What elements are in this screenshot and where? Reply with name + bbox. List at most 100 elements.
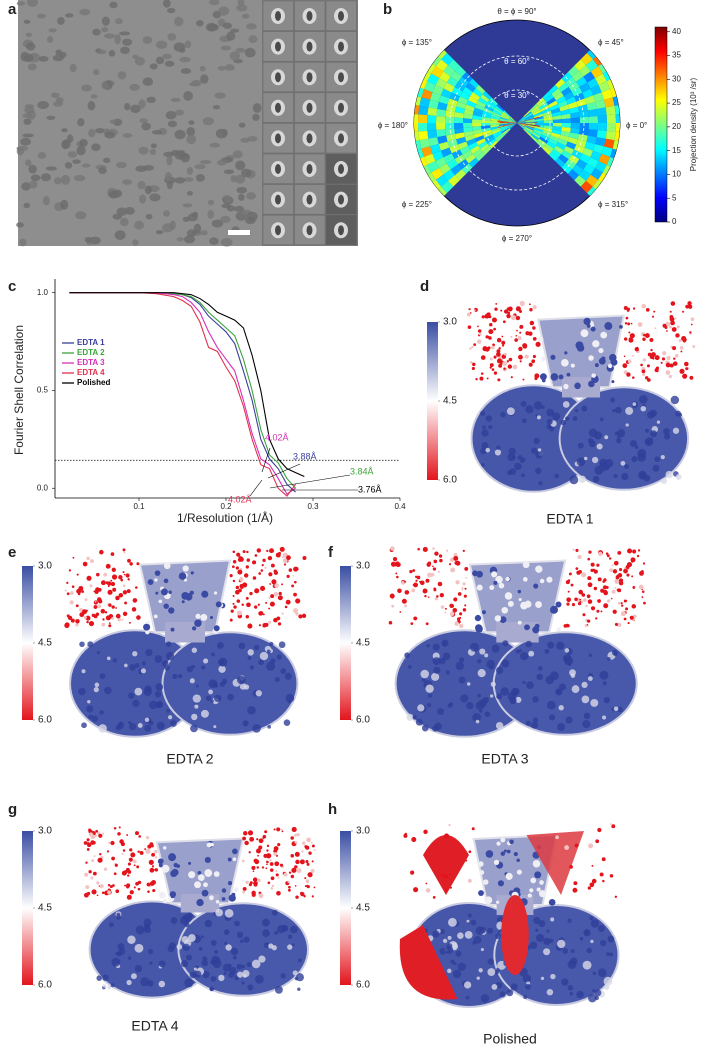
map-speckle bbox=[597, 551, 603, 556]
map-speckle bbox=[273, 828, 276, 831]
map-texture bbox=[594, 995, 599, 1001]
map-texture bbox=[660, 455, 665, 460]
density-cell bbox=[480, 94, 490, 103]
map-edge bbox=[501, 895, 529, 975]
map-speckle bbox=[276, 827, 281, 832]
particle bbox=[224, 195, 232, 203]
density-cell bbox=[567, 65, 580, 77]
map-speckle bbox=[413, 582, 418, 588]
map-speckle bbox=[510, 376, 513, 379]
map-speckle bbox=[649, 338, 654, 342]
map-texture bbox=[588, 428, 598, 438]
map-texture bbox=[486, 659, 496, 669]
map-texture bbox=[168, 607, 175, 614]
annotation: 3.76Å bbox=[358, 484, 382, 494]
panel-letter: a bbox=[8, 1, 17, 18]
map-texture bbox=[617, 706, 623, 713]
density-cell bbox=[615, 123, 620, 133]
map-speckle bbox=[311, 860, 314, 863]
annotation-pointer bbox=[269, 474, 351, 489]
particle bbox=[195, 173, 205, 182]
map-texture bbox=[450, 959, 455, 964]
density-cell bbox=[517, 123, 526, 127]
map-texture bbox=[580, 330, 587, 336]
class-particle-core bbox=[306, 11, 313, 21]
density-cell bbox=[503, 110, 511, 118]
map-texture bbox=[485, 447, 491, 453]
particle bbox=[79, 138, 88, 147]
map-texture bbox=[649, 409, 657, 417]
density-cell bbox=[472, 88, 483, 98]
map-texture bbox=[210, 940, 217, 946]
density-cell bbox=[475, 151, 486, 162]
map-speckle bbox=[112, 587, 117, 592]
density-cell bbox=[601, 89, 613, 100]
map-speckle bbox=[268, 620, 272, 624]
map-texture bbox=[501, 606, 509, 614]
map-texture bbox=[266, 661, 276, 671]
map-texture bbox=[664, 433, 671, 440]
map-texture bbox=[102, 984, 107, 988]
map-texture bbox=[672, 427, 680, 434]
map-texture bbox=[193, 967, 197, 971]
map-speckle bbox=[491, 368, 495, 371]
map-texture bbox=[550, 917, 555, 922]
map-speckle bbox=[129, 562, 133, 566]
map-texture bbox=[208, 689, 214, 695]
map-texture bbox=[274, 985, 283, 994]
map-texture bbox=[533, 437, 540, 444]
density-cell bbox=[541, 107, 551, 114]
map-texture bbox=[678, 413, 683, 417]
map-speckle bbox=[566, 602, 570, 606]
map-texture bbox=[181, 600, 185, 604]
map-speckle bbox=[575, 548, 579, 552]
density-cell bbox=[551, 148, 562, 158]
map-texture bbox=[162, 898, 168, 904]
map-speckle bbox=[118, 593, 124, 598]
map-speckle bbox=[685, 367, 689, 371]
density-cell bbox=[489, 97, 498, 106]
map-texture bbox=[548, 899, 556, 906]
map-texture bbox=[649, 437, 653, 442]
map-texture bbox=[255, 974, 264, 984]
particle bbox=[26, 42, 36, 51]
map-speckle bbox=[668, 374, 672, 379]
map-texture bbox=[663, 428, 670, 435]
map-texture bbox=[216, 641, 224, 649]
density-cell bbox=[465, 153, 476, 164]
map-texture bbox=[141, 661, 146, 666]
map-speckle bbox=[669, 325, 672, 329]
map-speckle bbox=[253, 881, 258, 886]
map-speckle bbox=[469, 347, 472, 350]
map-speckle bbox=[230, 609, 234, 613]
map-texture bbox=[201, 590, 209, 598]
density-cell bbox=[552, 119, 562, 123]
density-cell bbox=[574, 144, 585, 154]
map-speckle bbox=[94, 834, 98, 838]
map-speckle bbox=[101, 891, 105, 895]
map-texture bbox=[535, 450, 543, 459]
map-speckle bbox=[72, 556, 75, 559]
map-texture bbox=[572, 416, 578, 421]
map-texture bbox=[610, 397, 616, 403]
map-texture bbox=[532, 696, 539, 703]
density-cell bbox=[548, 151, 559, 162]
map-speckle bbox=[283, 872, 288, 877]
map-texture bbox=[589, 916, 594, 921]
density-cell bbox=[445, 110, 455, 118]
map-speckle bbox=[469, 360, 473, 364]
map-speckle bbox=[310, 841, 313, 844]
particle bbox=[183, 177, 194, 182]
density-cell bbox=[443, 82, 455, 93]
map-speckle bbox=[265, 601, 268, 604]
particle bbox=[40, 173, 51, 182]
map-colorbar bbox=[22, 831, 33, 985]
density-cell bbox=[525, 124, 535, 128]
map-speckle bbox=[616, 574, 619, 577]
density-cell bbox=[491, 111, 501, 117]
map-speckle bbox=[154, 868, 159, 872]
map-speckle bbox=[489, 366, 492, 369]
density-cell bbox=[565, 141, 577, 150]
